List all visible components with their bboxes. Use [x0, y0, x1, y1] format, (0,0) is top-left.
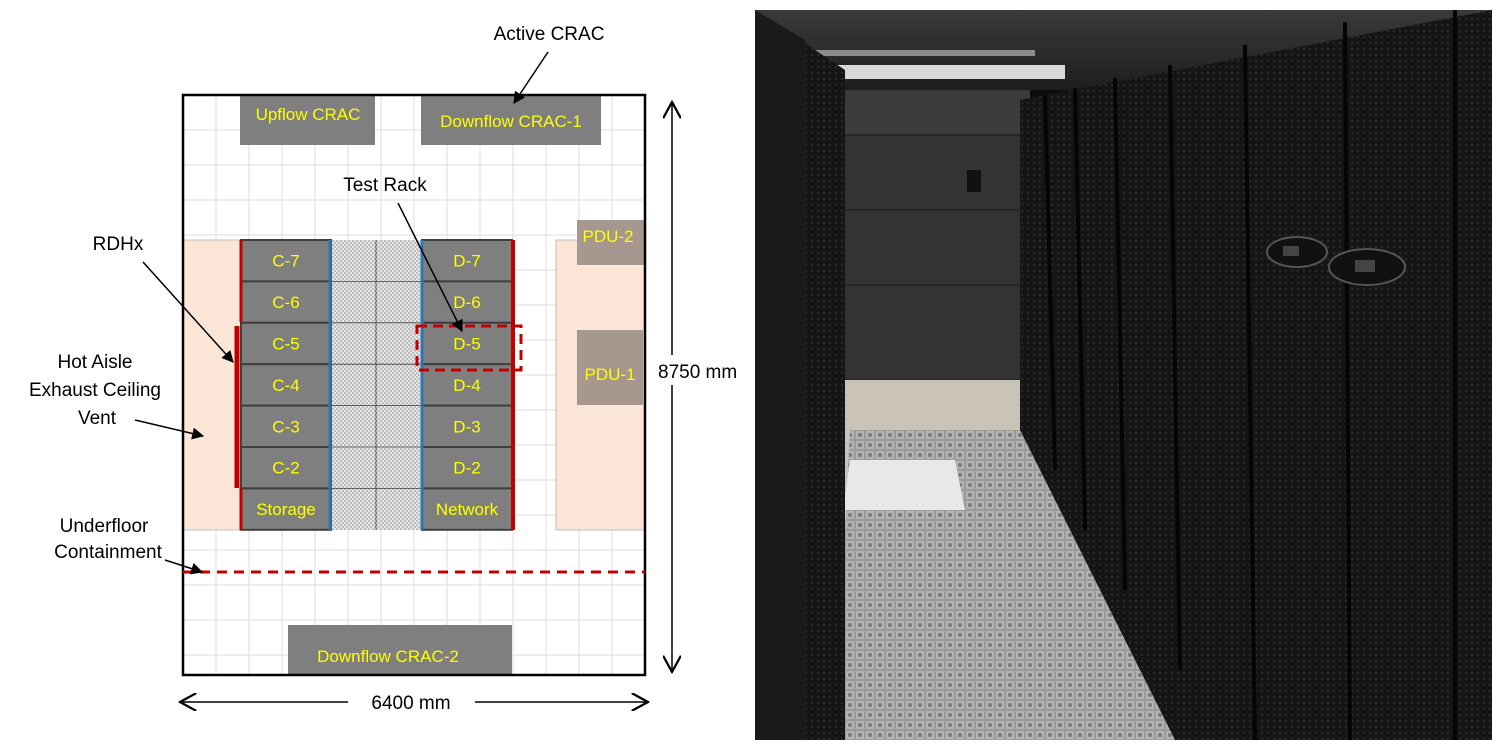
- downflow-crac-2-label: Downflow CRAC-2: [317, 647, 459, 666]
- downflow-crac-1-unit: Downflow CRAC-1: [421, 95, 601, 145]
- rack-c-2: [240, 446, 332, 490]
- rack-storage: [240, 487, 332, 531]
- rack-label-d-7: D-7: [453, 252, 480, 271]
- rack-label-d-4: D-4: [453, 376, 480, 395]
- rack-column-c: C-7 C-6 C-5 C-4 C-3 C-2 Storage: [240, 239, 332, 531]
- room-outline: [181, 93, 647, 677]
- rack-label-d-2: D-2: [453, 459, 480, 478]
- rack-d-7: [421, 239, 513, 283]
- cold-aisle-tiles: [331, 240, 421, 530]
- test-rack-annotation: Test Rack: [343, 175, 427, 196]
- pdu-1-unit: PDU-1: [577, 330, 643, 405]
- hot-aisle-arrow: [134, 419, 205, 440]
- rack-label-c-6: C-6: [272, 293, 299, 312]
- upflow-crac-unit: Upflow CRAC: [240, 95, 375, 145]
- rack-d-2: [421, 446, 513, 490]
- rack-label-c-4: C-4: [272, 376, 299, 395]
- hot-aisle-annotation-line3: Vent: [78, 408, 117, 429]
- rack-label-network: Network: [436, 500, 499, 519]
- height-dimension-label: 8750 mm: [658, 362, 737, 383]
- test-rack-arrow: [397, 202, 463, 333]
- rack-network: [421, 487, 513, 531]
- active-crac-arrow: [513, 51, 549, 104]
- rack-c-4: [240, 363, 332, 407]
- underfloor-arrow: [164, 559, 204, 575]
- rack-c-6: [240, 280, 332, 324]
- active-crac-annotation: Active CRAC: [494, 24, 605, 45]
- pdu-1-label: PDU-1: [584, 365, 635, 384]
- underfloor-annotation-line2: Containment: [54, 542, 162, 563]
- pdu-2-label: PDU-2: [582, 227, 633, 246]
- rack-label-d-3: D-3: [453, 417, 480, 436]
- rack-label-c-3: C-3: [272, 417, 299, 436]
- rack-label-c-5: C-5: [272, 335, 299, 354]
- rack-c-5: [240, 321, 332, 366]
- rack-label-d-5: D-5: [453, 335, 480, 354]
- right-rack-row: [1020, 10, 1492, 740]
- rack-controller-displays: [1266, 236, 1406, 286]
- upflow-crac-label: Upflow CRAC: [256, 105, 361, 124]
- rack-label-c-2: C-2: [272, 459, 299, 478]
- rack-label-storage: Storage: [256, 500, 316, 519]
- hot-aisle-annotation-line2: Exhaust Ceiling: [29, 380, 161, 401]
- width-dimension-label: 6400 mm: [371, 693, 450, 714]
- server-aisle-photo: [755, 10, 1492, 740]
- rack-c-3: [240, 404, 332, 449]
- hot-aisle-zone-left: [182, 239, 242, 531]
- downflow-crac-1-label: Downflow CRAC-1: [440, 112, 582, 131]
- test-rack-highlight: [415, 324, 523, 372]
- rdhx-arrow: [142, 261, 234, 363]
- rack-label-c-7: C-7: [272, 252, 299, 271]
- underfloor-annotation-line1: Underfloor: [60, 516, 149, 537]
- pdu-2-unit: PDU-2: [577, 220, 645, 265]
- downflow-crac-2-unit: Downflow CRAC-2: [288, 625, 512, 675]
- rdhx-annotation: RDHx: [93, 234, 144, 255]
- hot-aisle-annotation-line1: Hot Aisle: [58, 352, 133, 373]
- rack-column-d: D-7 D-6 D-5 D-4 D-3 D-2 Network: [421, 239, 513, 531]
- rack-label-d-6: D-6: [453, 293, 480, 312]
